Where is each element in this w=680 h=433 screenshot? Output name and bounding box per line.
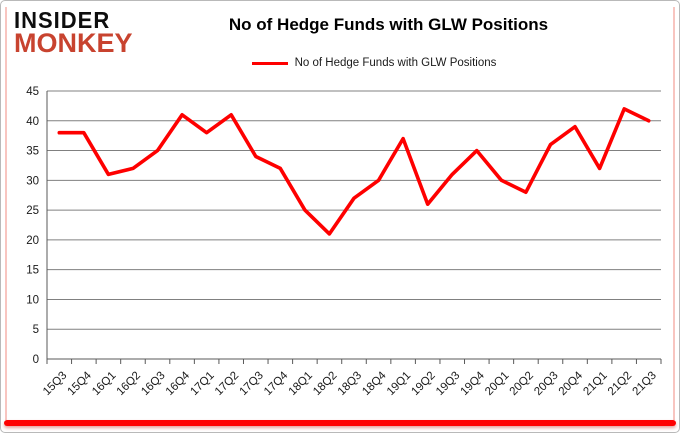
x-axis-label: 17Q3 — [237, 370, 265, 398]
chart-title: No of Hedge Funds with GLW Positions — [228, 15, 549, 34]
bottom-red-bar — [4, 420, 676, 426]
x-axis-label: 17Q2 — [213, 370, 241, 398]
x-axis-label: 21Q3 — [630, 370, 658, 398]
x-axis-label: 16Q2 — [115, 370, 143, 398]
x-axis-label: 20Q2 — [508, 370, 536, 398]
x-axis-label: 16Q4 — [164, 369, 193, 398]
x-axis-label: 18Q2 — [311, 370, 339, 398]
x-axis-label: 15Q3 — [41, 370, 69, 398]
x-axis-label: 17Q4 — [262, 369, 291, 398]
y-axis-label: 40 — [26, 116, 39, 128]
y-axis-label: 10 — [26, 294, 39, 306]
x-axis-label: 16Q1 — [90, 370, 118, 398]
x-axis-label: 19Q3 — [434, 370, 462, 398]
x-axis-label: 15Q4 — [66, 369, 95, 398]
x-axis-label: 17Q1 — [188, 370, 216, 398]
chart-legend: No of Hedge Funds with GLW Positions — [94, 57, 654, 69]
y-axis-label: 20 — [26, 235, 39, 247]
y-axis-label: 45 — [26, 86, 39, 98]
x-axis-label: 21Q1 — [581, 370, 609, 398]
x-axis-label: 16Q3 — [139, 370, 167, 398]
y-axis-label: 25 — [26, 205, 39, 217]
legend-line-swatch — [251, 61, 288, 65]
x-axis-label: 18Q4 — [360, 369, 389, 398]
series-line — [57, 107, 651, 236]
y-axis-label: 35 — [26, 146, 39, 158]
x-axis-label: 18Q1 — [287, 370, 315, 398]
legend-label: No of Hedge Funds with GLW Positions — [294, 57, 497, 69]
x-axis-label: 20Q1 — [483, 370, 511, 398]
insider-monkey-logo: INSIDER MONKEY — [14, 6, 133, 58]
y-axis-label: 15 — [26, 265, 39, 277]
x-axis-label: 19Q1 — [385, 370, 413, 398]
y-axis-label: 0 — [33, 354, 39, 366]
x-axis-label: 20Q4 — [557, 369, 586, 398]
x-axis-label: 18Q3 — [336, 370, 364, 398]
logo-word-insider: INSIDER — [14, 6, 111, 34]
y-axis-label: 30 — [26, 175, 39, 187]
x-axis-label: 19Q2 — [409, 370, 437, 398]
right-accent-line — [673, 7, 675, 420]
y-axis-label: 5 — [33, 324, 39, 336]
x-axis-label: 19Q4 — [459, 369, 488, 398]
x-axis-label: 21Q2 — [606, 370, 634, 398]
x-axis-label: 20Q3 — [532, 370, 560, 398]
left-accent-line — [5, 7, 7, 420]
logo-word-monkey: MONKEY — [14, 28, 133, 58]
